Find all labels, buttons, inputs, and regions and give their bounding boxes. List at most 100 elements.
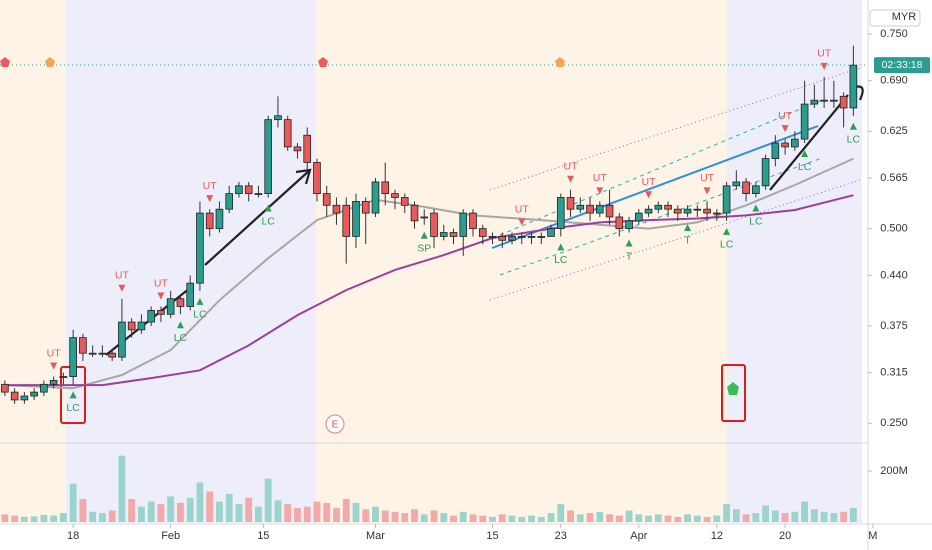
session-marker (0, 57, 10, 67)
volume-bar (40, 514, 48, 522)
volume-bar (547, 513, 555, 522)
volume-bar (791, 511, 799, 522)
volume-bar (118, 455, 126, 522)
candle-body (527, 236, 536, 238)
candle-body (781, 142, 789, 148)
volume-bar (333, 507, 340, 522)
candle-body (634, 212, 643, 222)
volume-bar (459, 511, 467, 522)
volume-bar (79, 499, 87, 522)
signal-triangle (176, 321, 184, 329)
candle-body (488, 236, 497, 238)
candle-body (664, 204, 672, 210)
candle-body (274, 115, 282, 121)
candle-body (703, 208, 711, 214)
candle-body (459, 212, 468, 237)
volume-bar (596, 511, 604, 522)
candle-body (654, 204, 663, 210)
volume-bar (177, 502, 184, 522)
candles (1, 45, 858, 404)
candle-body (332, 204, 341, 214)
candle-body (40, 383, 48, 393)
candle-body (800, 103, 809, 140)
candle-body (752, 185, 760, 195)
volume-bar (225, 493, 233, 522)
candle-body (264, 119, 273, 195)
signal-triangle (518, 218, 526, 226)
x-tick-label: Mar (366, 530, 385, 542)
signal-triangle (264, 204, 272, 212)
volume-bar (235, 504, 243, 522)
candle-body (547, 228, 555, 237)
candle-body (157, 309, 165, 315)
volume-bar (586, 513, 594, 522)
signal-triangle (557, 243, 565, 251)
volume-bar (752, 513, 760, 522)
candle-body (391, 193, 399, 198)
volume-bar (713, 515, 721, 522)
volume-bar (498, 514, 506, 522)
candle-body (605, 204, 614, 218)
candle-body (176, 298, 185, 307)
candle-body (615, 216, 624, 230)
volume-bar (89, 511, 97, 522)
candle-body (761, 158, 770, 187)
candle-body (469, 212, 477, 230)
x-tick-label: 12 (711, 530, 723, 542)
volume-bar (362, 509, 370, 522)
candle-body (810, 99, 819, 105)
signal-triangle (849, 122, 857, 130)
x-tick-label: 20 (779, 530, 791, 542)
session-band (66, 0, 316, 523)
volume-bar (557, 504, 565, 522)
signal-label: UT (593, 172, 608, 184)
volume-bar (440, 513, 448, 522)
volume-bar (810, 509, 818, 522)
volume-bar (537, 516, 545, 522)
signal-label: UT (515, 203, 530, 215)
candle-body (849, 64, 858, 109)
volume-bar (801, 501, 809, 522)
candle-body (683, 208, 692, 214)
signal-marker (727, 382, 739, 395)
volume-bar (323, 502, 331, 522)
signal-label: UT (642, 176, 657, 188)
volume-bar (430, 510, 438, 522)
candle-body (508, 236, 516, 241)
candle-body (742, 181, 750, 195)
candle-body (722, 185, 731, 214)
y-tick-label: 0.565 (880, 172, 908, 184)
signal-label: LC (193, 309, 207, 321)
volume-bar (138, 506, 145, 522)
signal-triangle (206, 195, 214, 203)
currency-box (869, 9, 921, 27)
signals: UT UT UT UT UT UT UT UT UT UT UT LC LC LC LC SP LC T T LC LC… (47, 48, 861, 415)
candle-body (400, 197, 409, 206)
countdown-box (874, 57, 930, 74)
volume-bar (147, 501, 155, 522)
volume-bar (469, 514, 477, 522)
x-tick-label: 23 (555, 530, 567, 542)
volume-bar (411, 509, 418, 522)
candle-body (556, 197, 565, 230)
volume-bar (830, 513, 838, 522)
candle-body (791, 138, 799, 148)
signal-triangle (157, 292, 165, 300)
y-tick-label: 0.375 (880, 320, 908, 332)
candle-body (49, 380, 58, 385)
signal-triangle (567, 175, 575, 183)
moving-average-line (4, 194, 854, 387)
volume-bar (216, 501, 223, 522)
x-tick-label: 15 (486, 530, 498, 542)
candle-body (644, 208, 653, 214)
channel-line (489, 179, 861, 301)
candle-body (98, 352, 107, 355)
volume-bar (703, 516, 711, 522)
signal-label: UT (154, 277, 169, 289)
signal-triangle (820, 62, 828, 70)
candle-body (186, 282, 194, 307)
currency-label: MYR (892, 11, 917, 23)
signal-triangle (69, 391, 77, 399)
